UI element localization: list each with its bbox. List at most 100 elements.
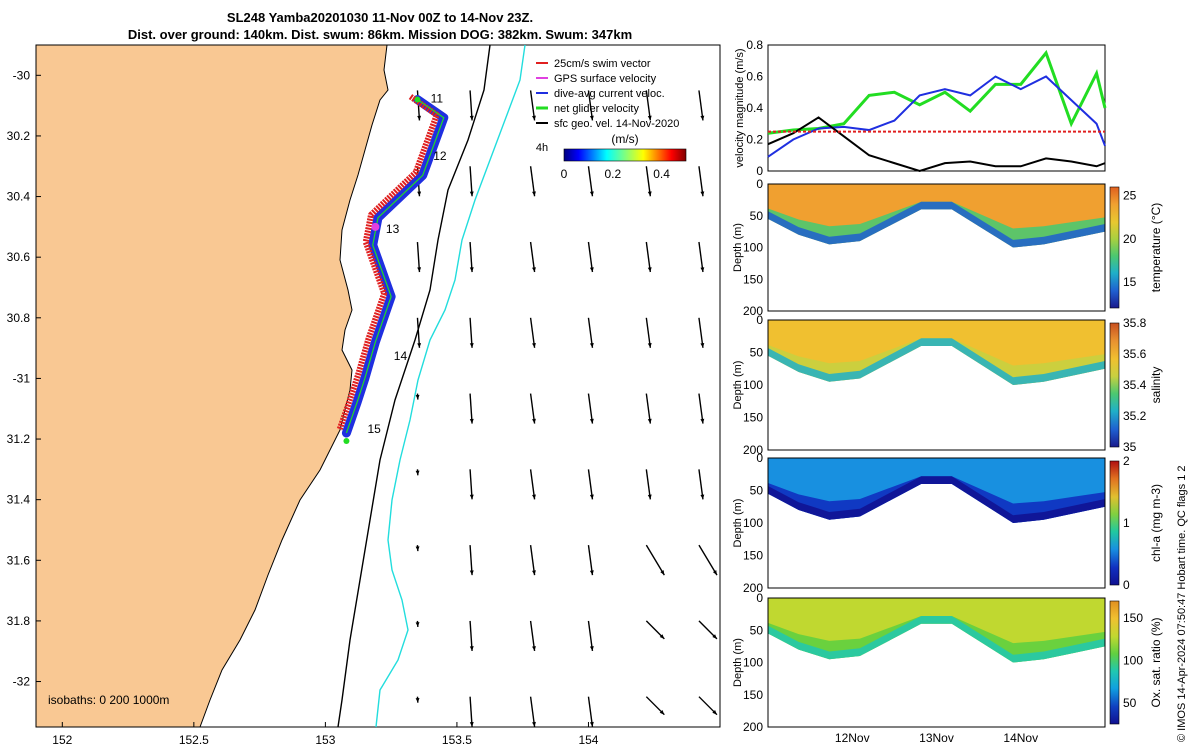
geo-vector — [469, 166, 473, 197]
section-depth-tick: 150 — [743, 272, 763, 286]
geo-vector-head — [532, 191, 536, 197]
section-depth-tick: 0 — [756, 313, 763, 327]
map-ytick-label: 30.4 — [7, 190, 31, 204]
geo-vector-head — [532, 570, 536, 576]
velocity-ytick: 0.6 — [746, 70, 763, 84]
geo-vector — [698, 241, 704, 273]
section-depth-tick: 100 — [743, 516, 763, 530]
geo-vector-head — [532, 721, 536, 727]
geo-vector-head — [469, 418, 474, 424]
geo-vector — [469, 317, 473, 348]
day-label: 13 — [386, 222, 400, 236]
geo-vector — [645, 166, 652, 197]
map-ytick-label: 31.6 — [7, 553, 31, 567]
chlorophyll-section: 0 50 100 150 200 Depth (m) 2 1 0 chl-a (mg m-3) — [732, 451, 1163, 595]
geo-vector — [529, 696, 536, 727]
geo-vector-head — [589, 570, 594, 576]
section-frame — [767, 183, 1106, 312]
section-date-tick: 12Nov — [835, 731, 870, 745]
colorbar-ramp — [563, 148, 687, 162]
section-colorbar-tick: 100 — [1123, 653, 1143, 667]
geo-vector-head — [589, 721, 594, 727]
colorbar-label: (m/s) — [611, 132, 638, 146]
geo-vector-head — [532, 494, 536, 500]
geo-vector-head — [532, 418, 536, 424]
map-ytick-label: 31.8 — [7, 614, 31, 628]
section-depth-tick: 150 — [743, 688, 763, 702]
map-ytick-label: -30 — [13, 68, 31, 82]
section-colorbar-label: chl-a (mg m-3) — [1149, 484, 1163, 562]
section-colorbar-tick: 25 — [1123, 189, 1137, 203]
section-colorbar-label: temperature (°C) — [1149, 203, 1163, 293]
geo-vector-head — [469, 721, 474, 727]
isobath-200m — [337, 44, 491, 728]
section-colorbar-tick: 35.6 — [1123, 347, 1147, 361]
velocity-ylabel: velocity magnitude (m/s) — [734, 48, 746, 167]
geo-vector — [529, 90, 536, 121]
geo-vector-head — [532, 646, 536, 651]
geo-vector — [698, 544, 718, 576]
legend-entry: sfc geo. vel. 14-Nov-2020 — [554, 118, 679, 130]
section-colorbar — [1109, 460, 1120, 586]
map-ticks: 152 152.5 153 153.5 154 -30 30.2 30.4 30.6 30.8 -3… — [7, 68, 599, 747]
geo-vector-head — [415, 697, 420, 703]
geo-vector-head — [700, 115, 705, 121]
section-colorbar — [1109, 600, 1120, 725]
geo-vector-head — [417, 191, 422, 197]
velocity-series-line — [767, 116, 1106, 173]
section-deep-layer — [768, 338, 1105, 385]
map-ytick-label: 31.4 — [7, 493, 31, 507]
velocity-series-line — [767, 75, 1106, 158]
section-colorbar-tick: 35 — [1123, 440, 1137, 454]
colorbar-tick: 0.4 — [653, 167, 670, 181]
legend-entry: 25cm/s swim vector — [554, 58, 651, 70]
geo-vector-head — [700, 342, 705, 348]
geo-vector-head — [415, 546, 420, 552]
geo-vector-head — [712, 570, 717, 576]
geo-vector-head — [589, 418, 594, 424]
geo-vector — [587, 620, 594, 652]
section-date-tick: 14Nov — [1003, 731, 1038, 745]
geo-vector — [587, 393, 594, 424]
temperature-section: 0 50 100 150 200 Depth (m) 25 20 15 temperature (… — [732, 177, 1163, 318]
section-depth-tick: 200 — [743, 720, 763, 734]
section-depth-tick: 150 — [743, 411, 763, 425]
geo-vector-head — [417, 115, 422, 121]
geo-vector-head — [532, 267, 536, 273]
geo-vector-head — [659, 710, 665, 715]
geo-vector — [469, 620, 473, 651]
section-depth-tick: 200 — [743, 581, 763, 595]
geo-vector — [645, 241, 652, 273]
geo-vector-head — [589, 191, 594, 197]
geo-vector — [645, 544, 665, 576]
geo-vector-head — [589, 267, 594, 273]
geo-vector — [529, 166, 536, 197]
geo-vector-head — [700, 418, 705, 424]
map-ytick-label: -32 — [13, 675, 31, 689]
legend-entry: net glider velocity — [554, 103, 639, 115]
map-ytick-label: 31.2 — [7, 432, 31, 446]
geo-vector-head — [659, 634, 665, 639]
geo-vector — [469, 241, 473, 273]
day-labels: 11 12 13 14 15 — [367, 92, 446, 436]
geo-vector — [587, 469, 594, 500]
geo-vector-head — [469, 115, 474, 121]
geo-vector — [469, 393, 473, 424]
geo-vector — [469, 90, 473, 121]
section-colorbar — [1109, 186, 1120, 309]
geo-vector-head — [469, 646, 474, 651]
geo-vector — [529, 545, 536, 576]
velocity-ytick: 0.2 — [746, 133, 763, 147]
geo-vector — [587, 317, 594, 348]
geo-vector-head — [647, 115, 652, 121]
section-colorbar-tick: 20 — [1123, 232, 1137, 246]
geo-vector-head — [415, 470, 420, 476]
section-colorbar-tick: 15 — [1123, 275, 1137, 289]
geo-vector-head — [647, 191, 652, 197]
section-depth-tick: 200 — [743, 304, 763, 318]
legend-entry: dive-avg current veloc. — [554, 88, 665, 100]
day-label: 14 — [394, 349, 408, 363]
